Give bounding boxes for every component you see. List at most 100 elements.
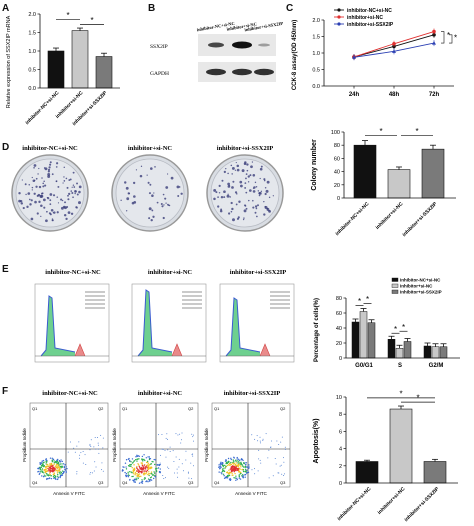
panel-d-colony <box>125 186 129 190</box>
panel-f-event-dot <box>150 466 153 468</box>
panel-f-event-dot <box>147 456 149 458</box>
panel-d-colony <box>164 197 167 200</box>
panel-f-event-dot <box>256 435 258 437</box>
panel-f-event-dot <box>167 449 169 451</box>
panel-f-event-dot <box>224 467 226 469</box>
panel-d-colony <box>55 166 58 168</box>
panel-b-ssx2ip-label: SSX2IP <box>150 44 168 50</box>
panel-f-event-dot <box>237 465 239 468</box>
panel-f-event-dot <box>52 475 55 478</box>
panel-f-event-dot <box>59 474 62 477</box>
panel-f-event-dot <box>130 461 132 463</box>
panel-f-plot-frame <box>211 402 291 488</box>
panel-f-xtick-label: inhibitor+si-NC <box>377 486 407 516</box>
panel-f-event-dot <box>124 462 127 464</box>
panel-f-event-dot <box>245 462 248 464</box>
panel-e-g1-fill <box>41 296 75 356</box>
panel-d-colony <box>18 192 21 195</box>
panel-f-event-dot <box>55 464 57 466</box>
panel-d-colony <box>151 194 154 197</box>
panel-d-colony <box>236 168 240 172</box>
panel-f-event-dot <box>141 480 144 483</box>
panel-d-colony <box>247 181 250 183</box>
panel-f-event-dot <box>39 461 41 464</box>
panel-f-event-dot <box>223 470 226 473</box>
panel-f-event-dot <box>144 477 146 480</box>
panel-f-event-dot <box>230 463 233 466</box>
panel-c-ylabel: CCK-8 assay(OD 450nm) <box>292 20 298 90</box>
panel-d-colony <box>249 174 252 177</box>
panel-e-legend-label: inhibitor+si-NC <box>400 284 433 289</box>
panel-f-event-dot <box>152 477 155 480</box>
panel-d-colony <box>65 177 68 180</box>
panel-d-letter: D <box>2 142 10 153</box>
panel-f-event-dot <box>48 470 51 472</box>
panel-f-event-dot <box>145 473 147 475</box>
panel-f-event-dot <box>46 474 49 476</box>
panel-f-event-dot <box>270 446 272 448</box>
panel-f-event-dot <box>40 466 43 469</box>
panel-f-event-dot <box>133 481 135 483</box>
panel-f-event-dot <box>129 460 131 463</box>
panel-a-sig-star: * <box>90 16 93 25</box>
panel-f-event-dot <box>220 461 222 464</box>
panel-f-event-dot <box>242 462 245 464</box>
panel-d-colony <box>26 205 29 209</box>
panel-d-colony <box>75 190 77 193</box>
panel-f-event-dot <box>227 461 229 463</box>
panel-f-event-dot <box>233 461 235 463</box>
panel-d-colony <box>240 184 243 188</box>
panel-f-event-dot <box>55 470 57 472</box>
panel-f-event-dot <box>141 458 143 461</box>
panel-d-colony <box>25 193 27 196</box>
panel-f-event-dot <box>251 434 253 436</box>
panel-f-event-dot <box>58 471 60 474</box>
panel-f-event-dot <box>123 466 125 468</box>
panel-d-colony <box>33 164 37 167</box>
panel-f-event-dot <box>56 466 58 469</box>
panel-f-quadrant-label: Q4 <box>122 480 128 485</box>
panel-f-event-dot <box>95 466 97 468</box>
panel-f-event-dot <box>98 452 100 454</box>
panel-d-colony <box>41 177 43 179</box>
panel-f-event-dot <box>144 470 146 472</box>
panel-f-event-dot <box>129 471 131 473</box>
panel-e-bar <box>431 346 440 359</box>
panel-f-event-dot <box>232 465 234 467</box>
panel-d-colony <box>257 190 260 192</box>
panel-f-event-dot <box>73 447 75 449</box>
panel-f-plot-title: inhibitor+si-NC <box>138 390 182 397</box>
panel-d-colony <box>38 185 42 189</box>
panel-f-event-dot <box>46 464 49 466</box>
panel-f-event-dot <box>39 471 42 473</box>
panel-f-event-dot <box>233 467 236 469</box>
panel-f-event-dot <box>221 464 224 467</box>
panel-d-colony <box>63 166 66 169</box>
panel-f-event-dot <box>180 439 182 441</box>
panel-e-g1-peak <box>225 297 261 357</box>
panel-d-colony <box>254 211 257 214</box>
panel-f-ylabel: Apoptosis(%) <box>313 418 320 463</box>
panel-d-colony <box>67 198 70 201</box>
panel-d-colony <box>22 206 25 210</box>
panel-f-event-dot <box>228 479 231 481</box>
panel-f-event-dot <box>130 463 132 466</box>
panel-f-event-dot <box>62 463 65 465</box>
panel-d-colony <box>242 218 245 221</box>
panel-d-colony <box>246 169 249 172</box>
panel-f-event-dot <box>94 461 96 463</box>
panel-f-event-dot <box>149 473 151 475</box>
panel-d-colony <box>234 169 237 171</box>
panel-d-colony <box>40 204 43 207</box>
panel-f-event-dot <box>42 461 45 464</box>
panel-f-event-dot <box>51 460 54 463</box>
panel-d-colony <box>30 199 33 202</box>
panel-d-colony <box>146 174 148 176</box>
panel-f-event-dot <box>259 459 261 461</box>
panel-f-event-dot <box>277 472 279 474</box>
panel-d-colony <box>232 218 235 222</box>
panel-d-colony <box>49 193 53 196</box>
panel-f-event-dot <box>248 464 250 466</box>
panel-f-event-dot <box>136 470 138 472</box>
panel-d-colony <box>252 199 254 202</box>
